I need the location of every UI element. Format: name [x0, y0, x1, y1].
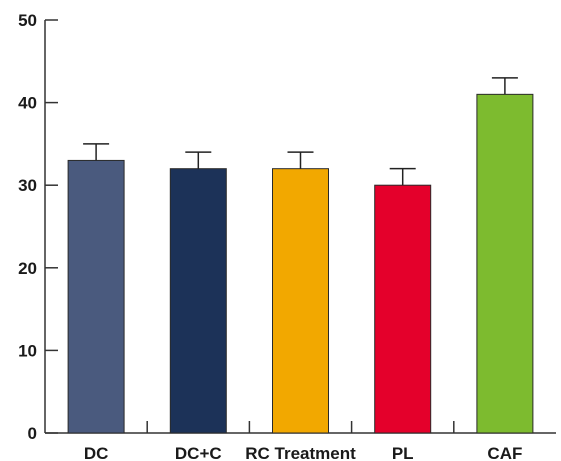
bar-pl	[374, 184, 432, 434]
y-tick-label: 50	[18, 11, 37, 30]
error-bar	[83, 143, 110, 161]
bar-caf	[476, 93, 534, 434]
error-bar	[491, 77, 518, 95]
x-axis-labels: DC DC+C RC Treatment PL CAF	[84, 444, 523, 461]
y-tick-label: 0	[28, 424, 37, 443]
x-category-label: DC	[84, 444, 109, 461]
y-tick-label: 40	[18, 94, 37, 113]
bars	[67, 93, 534, 434]
bar-rc-treatment	[272, 168, 329, 434]
error-bar	[389, 167, 416, 186]
y-axis-ticks: 0 10 20 30 40 50	[18, 11, 58, 443]
error-bar	[185, 151, 212, 169]
bar-dc	[67, 159, 125, 434]
y-tick-label: 10	[18, 341, 37, 360]
error-bar	[287, 151, 314, 169]
x-category-label: DC+C	[175, 444, 222, 461]
bar-dc-c	[169, 168, 227, 434]
x-category-label: RC Treatment	[245, 444, 356, 461]
x-category-label: CAF	[487, 444, 522, 461]
x-category-label: PL	[392, 444, 414, 461]
y-tick-label: 20	[18, 259, 37, 278]
error-bars	[83, 77, 518, 186]
y-tick-label: 30	[18, 176, 37, 195]
